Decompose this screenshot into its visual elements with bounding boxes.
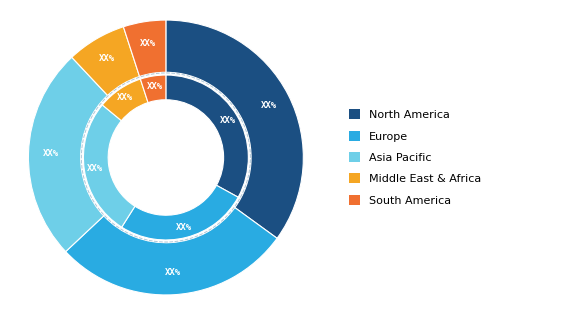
Text: XX%: XX% bbox=[117, 93, 133, 102]
Text: XX%: XX% bbox=[220, 116, 236, 125]
Wedge shape bbox=[72, 27, 140, 95]
Wedge shape bbox=[122, 185, 238, 240]
Wedge shape bbox=[66, 208, 277, 295]
Text: XX%: XX% bbox=[176, 223, 192, 232]
Text: XX%: XX% bbox=[146, 82, 162, 91]
Wedge shape bbox=[166, 75, 248, 197]
Wedge shape bbox=[84, 105, 135, 227]
Wedge shape bbox=[102, 79, 148, 121]
Text: XX%: XX% bbox=[165, 268, 181, 277]
Text: XX%: XX% bbox=[140, 39, 156, 48]
Text: XX%: XX% bbox=[86, 164, 102, 173]
Text: XX%: XX% bbox=[42, 149, 58, 158]
Wedge shape bbox=[140, 75, 166, 103]
Legend: North America, Europe, Asia Pacific, Middle East & Africa, South America: North America, Europe, Asia Pacific, Mid… bbox=[349, 109, 482, 206]
Text: XX%: XX% bbox=[99, 54, 115, 63]
Wedge shape bbox=[166, 20, 303, 238]
Wedge shape bbox=[29, 57, 108, 252]
Wedge shape bbox=[124, 20, 166, 77]
Text: XX%: XX% bbox=[261, 100, 277, 110]
